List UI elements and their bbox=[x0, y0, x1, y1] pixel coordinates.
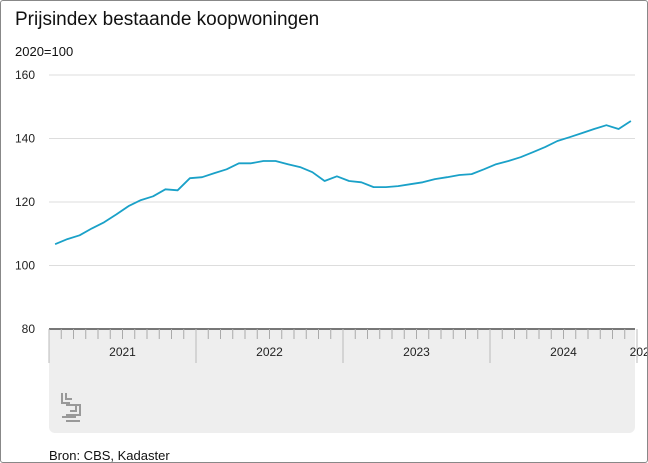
chart-title: Prijsindex bestaande koopwoningen bbox=[15, 9, 320, 30]
source-note: Bron: CBS, Kadaster bbox=[49, 448, 170, 463]
series-line bbox=[54, 120, 632, 246]
x-tick-label: 2021 bbox=[109, 345, 136, 359]
cbs-logo-icon bbox=[61, 393, 81, 422]
x-tick-label: 2024 bbox=[550, 345, 577, 359]
x-tick-label: 2023 bbox=[403, 345, 430, 359]
y-tick-label: 80 bbox=[22, 322, 36, 336]
axis-band-top bbox=[49, 329, 635, 339]
y-tick-label: 160 bbox=[15, 68, 35, 82]
axis-band bbox=[49, 329, 635, 433]
y-tick-label: 120 bbox=[15, 195, 35, 209]
y-axis-label: 2020=100 bbox=[15, 44, 74, 59]
y-tick-label: 100 bbox=[15, 259, 35, 273]
x-tick-label: 2022 bbox=[256, 345, 283, 359]
y-tick-label: 140 bbox=[15, 132, 35, 146]
x-tick-label: 2025 bbox=[630, 345, 647, 359]
